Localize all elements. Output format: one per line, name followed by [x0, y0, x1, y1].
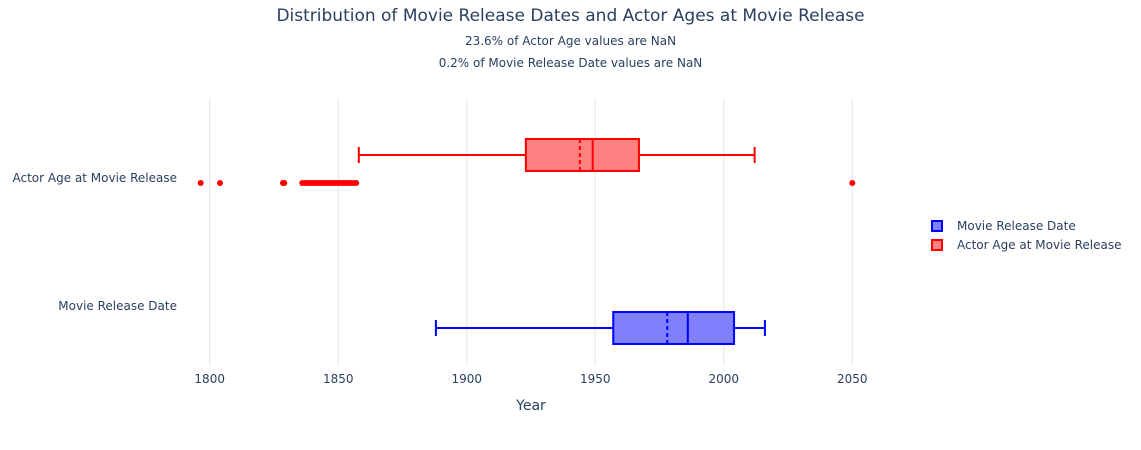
legend-item-movie-release-date[interactable]: Movie Release Date: [931, 216, 1122, 235]
iqr-box: [612, 311, 736, 345]
x-axis-ticks: 1800 1850 1900 1950 2000 2050: [194, 372, 867, 386]
x-tick-label: 1900: [451, 372, 482, 386]
x-tick-label: 2000: [709, 372, 740, 386]
box-trace-0: [434, 311, 766, 345]
legend-item-actor-age[interactable]: Actor Age at Movie Release: [931, 235, 1122, 254]
legend: Movie Release Date Actor Age at Movie Re…: [931, 216, 1122, 254]
legend-swatch-blue: [931, 219, 943, 232]
x-tick-label: 1950: [580, 372, 611, 386]
chart-subtitle-actor-age-nan: 23.6% of Actor Age values are NaN: [464, 34, 677, 48]
outlier-point: [197, 180, 204, 186]
legend-swatch-red: [931, 238, 943, 251]
y-axis-labels: Movie Release Date Actor Age at Movie Rel…: [12, 171, 177, 313]
x-tick-label: 1800: [194, 372, 225, 386]
legend-label: Actor Age at Movie Release: [957, 237, 1122, 252]
x-tick-label: 2050: [837, 372, 868, 386]
x-tick-label: 1850: [323, 372, 354, 386]
box-trace-1: [197, 138, 856, 186]
x-axis-title: Year: [515, 398, 546, 414]
chart-subtitle-release-date-nan: 0.2% of Movie Release Date values are Na…: [438, 56, 703, 70]
outlier-point: [281, 180, 288, 186]
y-tick-label: Actor Age at Movie Release: [12, 171, 177, 185]
outlier-point: [216, 180, 223, 186]
legend-label: Movie Release Date: [957, 218, 1076, 233]
iqr-box: [524, 138, 640, 172]
outlier-point: [353, 180, 360, 186]
outlier-point: [849, 180, 856, 186]
chart-title: Distribution of Movie Release Dates and …: [276, 6, 865, 26]
y-tick-label: Movie Release Date: [58, 299, 177, 313]
box-traces: [197, 138, 856, 345]
